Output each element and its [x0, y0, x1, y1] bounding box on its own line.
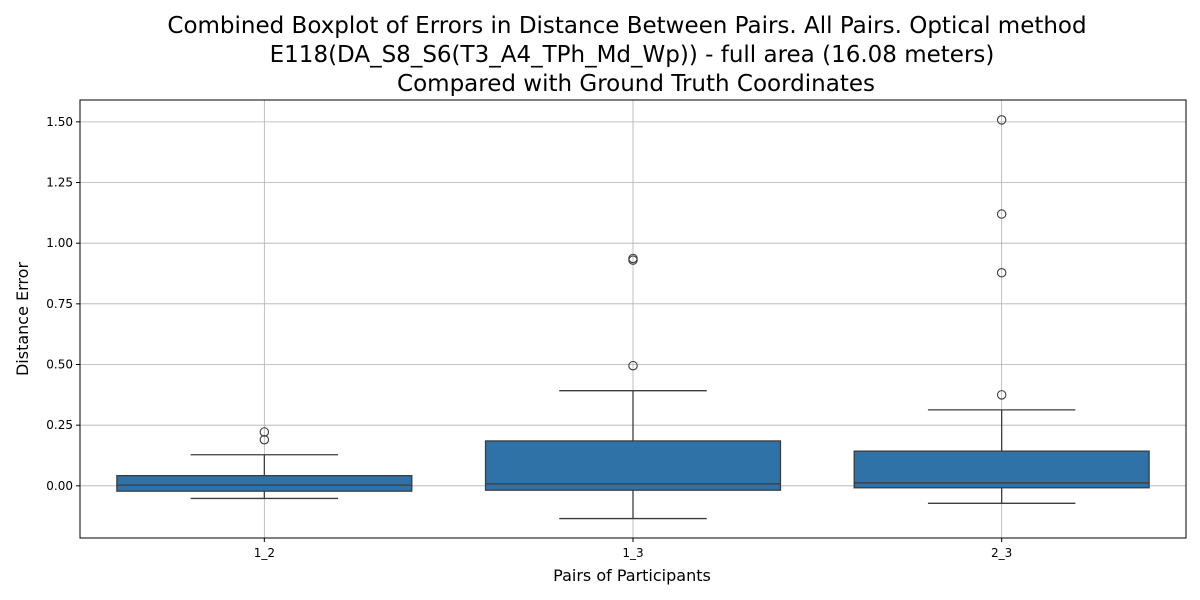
- boxes: [116, 115, 1150, 520]
- outlier-point: [628, 253, 638, 264]
- chart-title-line-2: E118(DA_S8_S6(T3_A4_TPh_Md_Wp)) - full a…: [270, 42, 995, 68]
- chart-title-line-1: Combined Boxplot of Errors in Distance B…: [167, 13, 1086, 39]
- chart-title-line-3: Compared with Ground Truth Coordinates: [397, 71, 875, 97]
- y-axis-label: Distance Error: [13, 262, 32, 376]
- outlier-point: [996, 115, 1007, 125]
- iqr-box: [853, 450, 1150, 489]
- y-axis-ticks: 0.00 0.25 0.50 0.75 1.00 1.25 1.50: [46, 115, 80, 493]
- y-tick-label: 1.00: [46, 236, 73, 250]
- x-axis-label: Pairs of Participants: [553, 566, 711, 585]
- x-tick-label: 1_3: [622, 546, 643, 560]
- outlier-point: [628, 360, 638, 371]
- outlier-point: [996, 268, 1007, 278]
- y-tick-label: 0.25: [46, 418, 73, 432]
- x-tick-label: 1_2: [254, 546, 275, 560]
- chart-title: Combined Boxplot of Errors in Distance B…: [167, 13, 1086, 97]
- iqr-box: [116, 474, 413, 492]
- outlier-point: [259, 434, 270, 445]
- outlier-point: [996, 209, 1007, 219]
- x-axis-ticks: 1_2 1_3 2_3: [254, 538, 1012, 560]
- y-tick-label: 0.00: [46, 479, 73, 493]
- y-tick-label: 0.50: [46, 357, 73, 371]
- box-2_3: [853, 115, 1150, 504]
- y-tick-label: 1.25: [46, 176, 73, 190]
- box-1_3: [484, 253, 782, 520]
- box-1_2: [116, 427, 413, 500]
- outlier-point: [259, 427, 270, 437]
- y-tick-label: 0.75: [46, 297, 73, 311]
- iqr-box: [484, 440, 782, 491]
- outlier-point: [996, 390, 1007, 400]
- grid-lines: [80, 100, 1186, 538]
- y-tick-label: 1.50: [46, 115, 73, 129]
- x-tick-label: 2_3: [991, 546, 1012, 560]
